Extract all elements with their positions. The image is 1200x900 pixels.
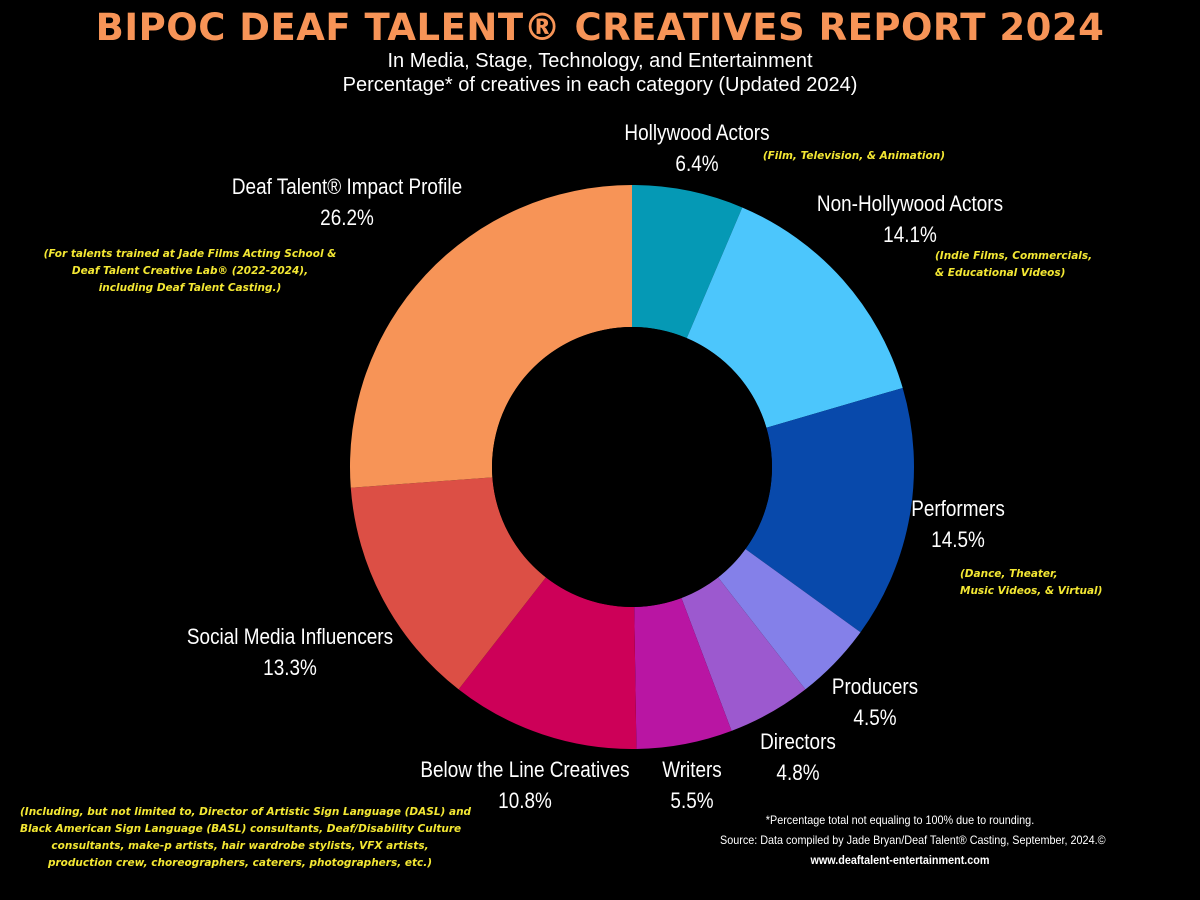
note-performers: (Dance, Theater, Music Videos, & Virtual) <box>960 566 1160 600</box>
label-value-writers: 5.5% <box>670 788 714 813</box>
footer-rounding-note: *Percentage total not equaling to 100% d… <box>765 813 1035 827</box>
label-performers: Performers 14.5% <box>898 493 1018 555</box>
note-line-below-the-line-creatives-3: consultants, make-p artists, hair wardro… <box>51 840 429 852</box>
label-name-producers: Producers <box>831 674 919 699</box>
subtitle-line-1: In Media, Stage, Technology, and Enterta… <box>387 50 813 72</box>
note-line-non-hollywood-actors-1: (Indie Films, Commercials, <box>935 250 1093 262</box>
label-directors: Directors 4.8% <box>738 726 858 788</box>
footer: *Percentage total not equaling to 100% d… <box>720 810 1106 870</box>
label-value-performers: 14.5% <box>931 527 985 552</box>
slice-below-the-line-creatives <box>458 577 637 749</box>
slice-social-media-influencers <box>350 477 546 690</box>
note-line-non-hollywood-actors-2: & Educational Videos) <box>935 267 1066 279</box>
label-name-hollywood-actors: Hollywood Actors <box>624 120 770 145</box>
label-name-performers: Performers <box>911 496 1005 521</box>
note-line-deaf-talent-impact-profile-2: Deaf Talent Creative Lab® (2022-2024), <box>71 265 309 277</box>
label-below-the-line-creatives: Below the Line Creatives 10.8% <box>413 754 637 816</box>
label-non-hollywood-actors: Non-Hollywood Actors 14.1% <box>807 188 1013 250</box>
note-non-hollywood-actors: (Indie Films, Commercials, & Educational … <box>935 248 1105 282</box>
note-line-deaf-talent-impact-profile-1: (For talents trained at Jade Films Actin… <box>43 248 337 260</box>
label-value-social-media-influencers: 13.3% <box>263 655 317 680</box>
note-line-below-the-line-creatives-2: Black American Sign Language (BASL) cons… <box>20 823 462 835</box>
label-name-directors: Directors <box>760 729 836 754</box>
label-value-directors: 4.8% <box>776 760 820 785</box>
label-writers: Writers 5.5% <box>623 754 761 816</box>
note-line-deaf-talent-impact-profile-3: including Deaf Talent Casting.) <box>98 282 282 294</box>
note-line-performers-1: (Dance, Theater, <box>960 568 1058 580</box>
label-value-producers: 4.5% <box>853 705 897 730</box>
note-hollywood-actors: (Film, Television, & Animation) <box>745 148 945 165</box>
note-line-hollywood-actors-1: (Film, Television, & Animation) <box>762 150 945 162</box>
label-value-deaf-talent-impact-profile: 26.2% <box>320 205 374 230</box>
label-deaf-talent-impact-profile: Deaf Talent® Impact Profile 26.2% <box>218 171 476 233</box>
label-name-non-hollywood-actors: Non-Hollywood Actors <box>816 191 1004 216</box>
note-line-below-the-line-creatives-4: production crew, choreographers, caterer… <box>47 857 433 869</box>
slice-non-hollywood-actors <box>686 207 903 428</box>
slice-writers <box>634 597 732 749</box>
slice-producers <box>718 549 861 690</box>
label-name-social-media-influencers: Social Media Influencers <box>186 624 394 649</box>
slice-performers <box>745 387 914 633</box>
donut-hole <box>492 327 772 607</box>
label-name-writers: Writers <box>662 757 722 782</box>
label-hollywood-actors: Hollywood Actors 6.4% <box>577 117 818 179</box>
footer-website-link[interactable]: www.deaftalent-entertainment.com <box>810 853 990 867</box>
slice-directors <box>681 577 806 731</box>
note-line-below-the-line-creatives-1: (Including, but not limited to, Director… <box>20 806 472 818</box>
label-name-below-the-line-creatives: Below the Line Creatives <box>420 757 630 782</box>
label-social-media-influencers: Social Media Influencers 13.3% <box>178 621 402 683</box>
subtitle-line-2: Percentage* of creatives in each categor… <box>342 74 858 96</box>
report-title: BIPOC DEAF TALENT® CREATIVES REPORT 2024 <box>95 6 1105 49</box>
slice-deaf-talent-impact-profile <box>349 185 632 488</box>
note-below-the-line-creatives: (Including, but not limited to, Director… <box>20 804 472 872</box>
note-line-performers-2: Music Videos, & Virtual) <box>960 585 1103 597</box>
label-producers: Producers 4.5% <box>811 671 940 733</box>
footer-source: Source: Data compiled by Jade Bryan/Deaf… <box>720 833 1106 847</box>
note-deaf-talent-impact-profile: (For talents trained at Jade Films Actin… <box>20 246 360 297</box>
label-value-hollywood-actors: 6.4% <box>675 151 719 176</box>
label-name-deaf-talent-impact-profile: Deaf Talent® Impact Profile <box>231 174 463 199</box>
slice-hollywood-actors <box>632 185 743 339</box>
label-value-below-the-line-creatives: 10.8% <box>498 788 552 813</box>
label-value-non-hollywood-actors: 14.1% <box>883 222 937 247</box>
